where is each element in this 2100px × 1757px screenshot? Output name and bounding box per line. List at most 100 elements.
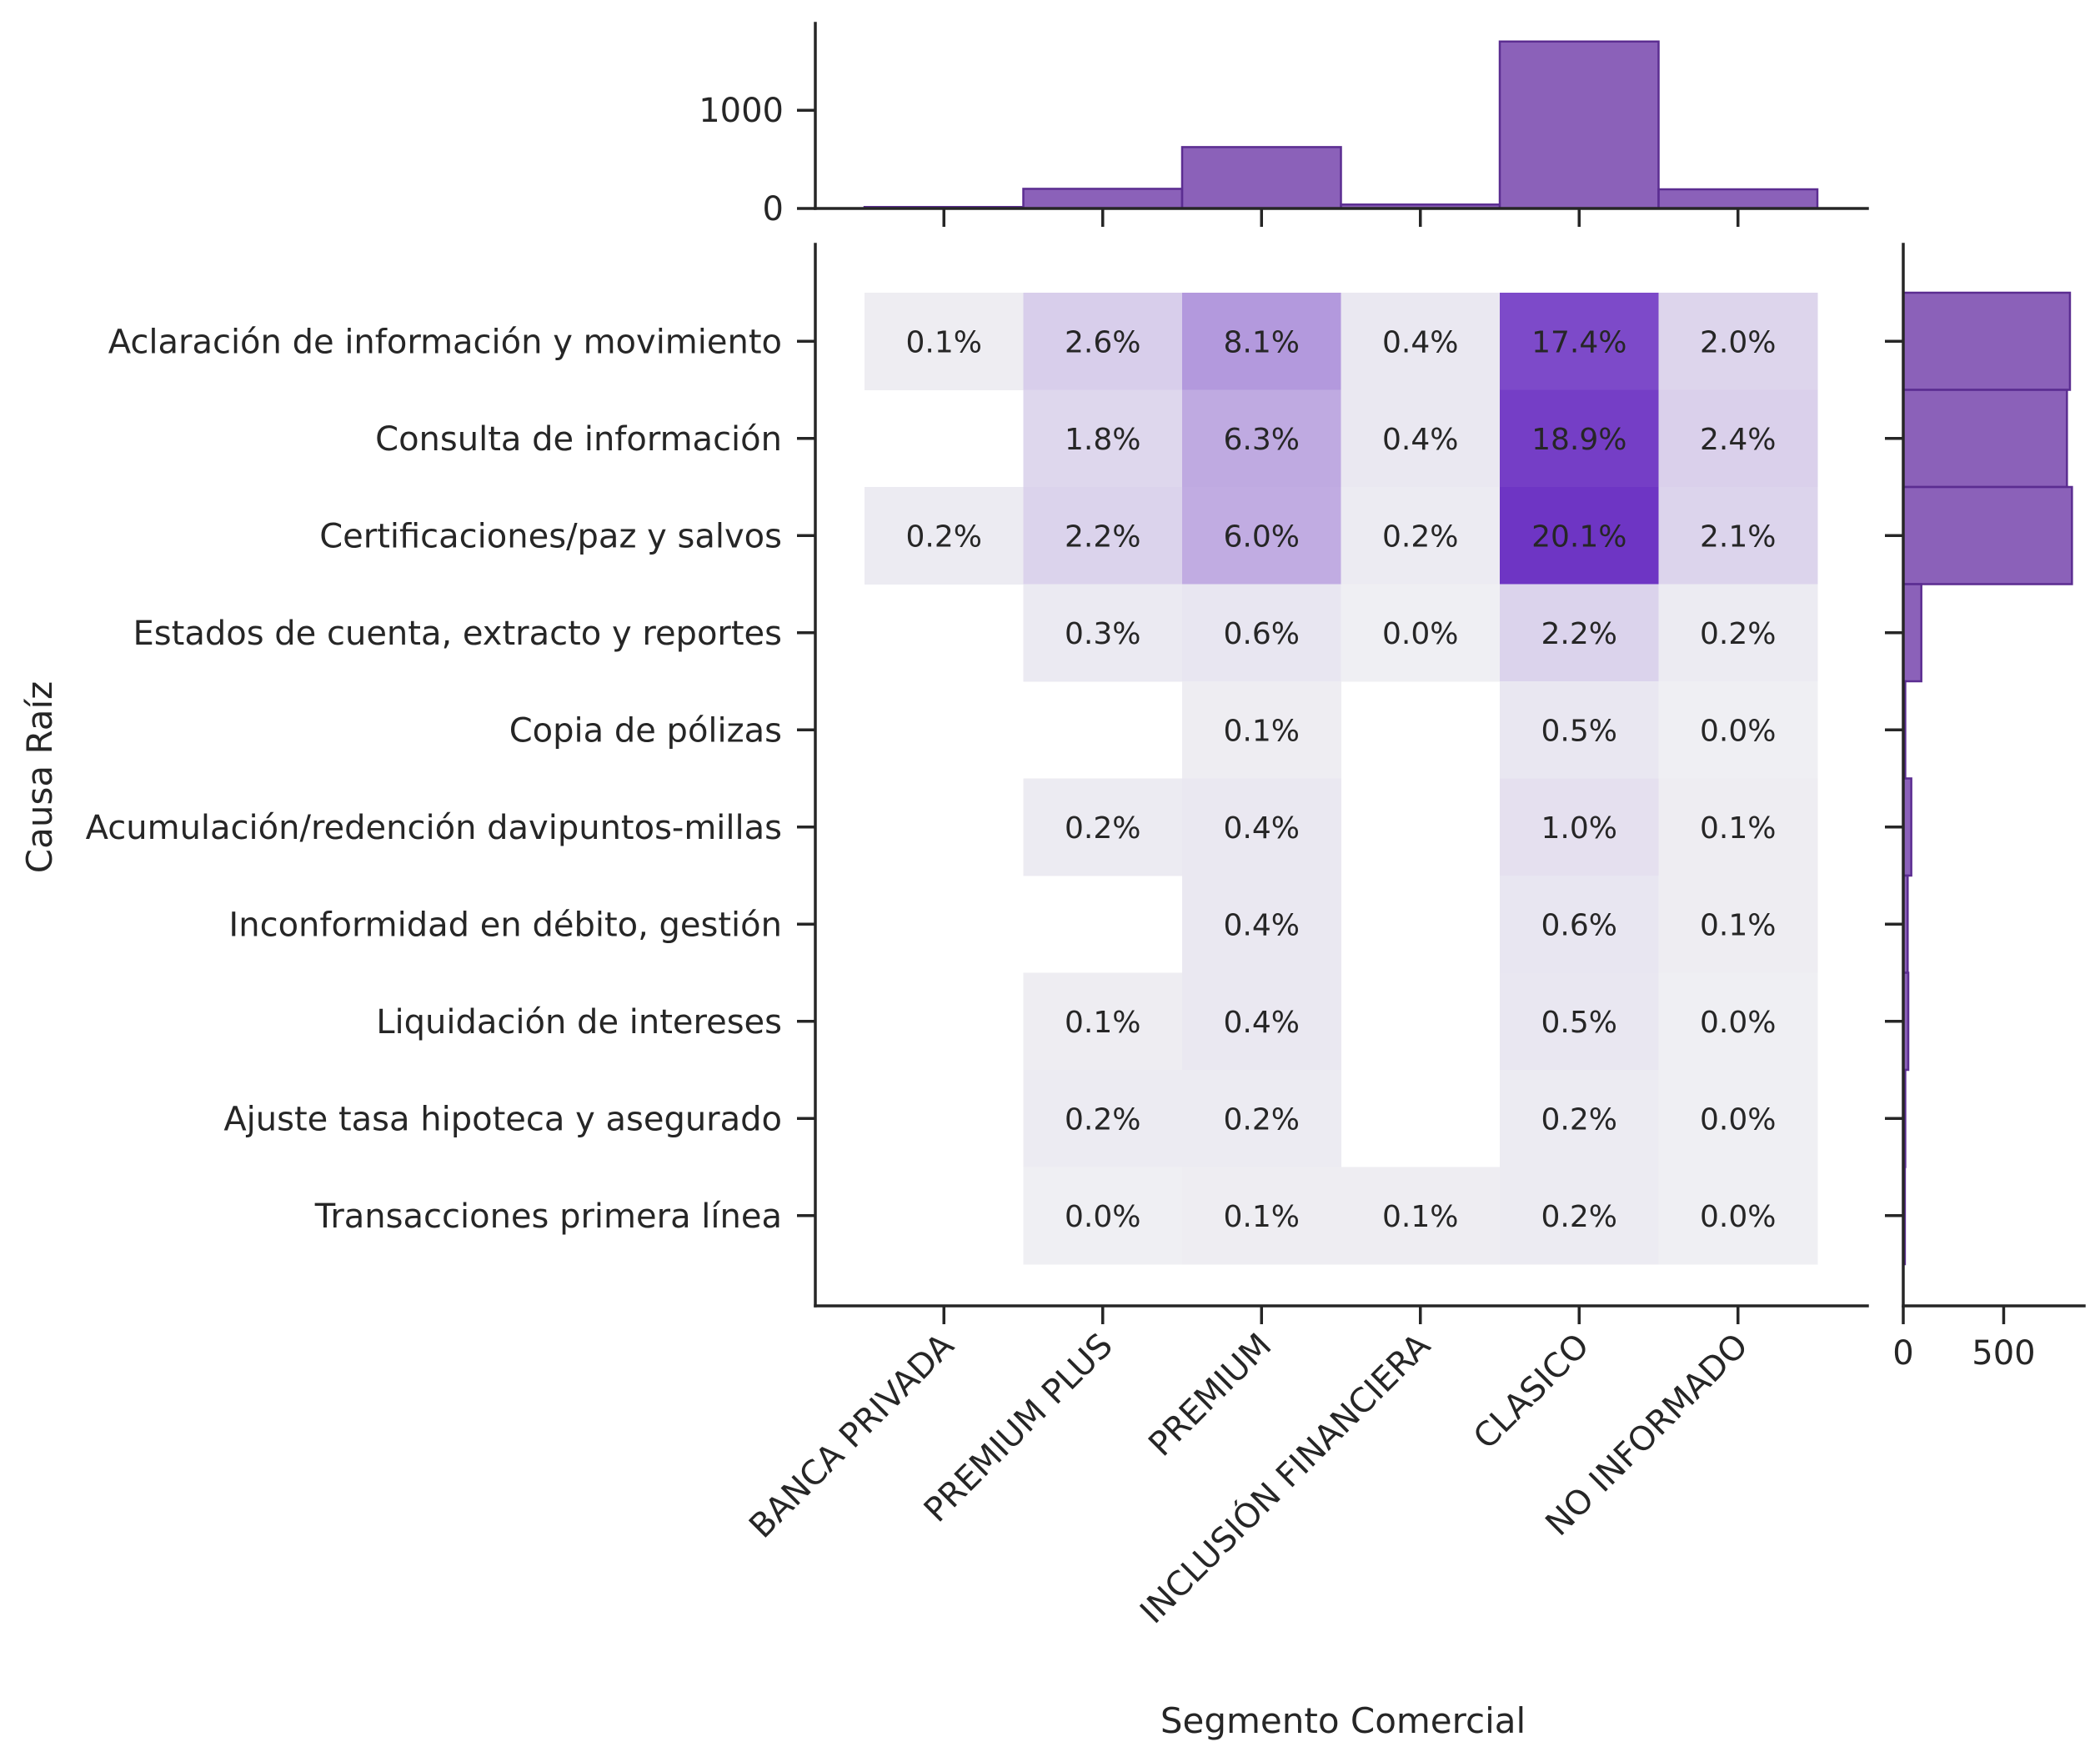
heatmap-cell-certificaciones-paz-y-salvos-premium: [1182, 487, 1341, 585]
heatmap-cell-acumulacion-redencion-davipuntos-millas-premium: [1182, 778, 1341, 876]
top-marginal-histogram: [863, 40, 1819, 210]
y-tick-label-copia-de-polizas: Copia de pólizas: [509, 711, 782, 750]
right-hist-bar-certificaciones-paz-y-salvos: [1902, 485, 2073, 585]
heatmap-cell-estados-de-cuenta-extracto-y-reportes-premium-plus: [1023, 584, 1183, 682]
heatmap-cell-aclaracion-de-informacion-y-movimiento-no-informado: [1658, 293, 1818, 390]
heatmap-cell-transacciones-primera-linea-premium: [1182, 1167, 1341, 1265]
cell-value-label: 0.1%: [1700, 908, 1776, 942]
heatmap-cell-inconformidad-en-debito-gestion-clasico: [1500, 876, 1659, 973]
cell-value-label: 0.0%: [1700, 1200, 1776, 1234]
heatmap-cell-copia-de-polizas-premium: [1182, 681, 1341, 779]
cell-value-label: 2.6%: [1065, 325, 1140, 359]
heatmap-cell-consulta-de-informacion-premium-plus: [1023, 389, 1183, 488]
top-y-tick-label: 1000: [699, 92, 784, 130]
heatmap-cell-aclaracion-de-informacion-y-movimiento-premium: [1182, 293, 1341, 390]
heatmap-cells: 0.1% 2.6% 8.1% 0.4% 17.4% 2.0% 1.8% 6.3% 0.4% 18.…: [865, 293, 1818, 1265]
cell-value-label: 0.0%: [1700, 714, 1776, 748]
x-tick-label-clasico: CLASICO: [1466, 1327, 1596, 1457]
cell-value-label: 0.1%: [1224, 1200, 1300, 1234]
top-y-tick-label: 0: [763, 190, 784, 228]
cell-value-label: 8.1%: [1224, 325, 1300, 359]
y-tick-label-aclaracion-de-informacion-y-movimiento: Aclaración de información y movimiento: [108, 323, 782, 361]
cell-value-label: 0.6%: [1541, 908, 1617, 942]
cell-value-label: 2.2%: [1065, 520, 1140, 554]
cell-value-label: 0.4%: [1224, 811, 1300, 846]
heatmap-cell-acumulacion-redencion-davipuntos-millas-no-informado: [1658, 778, 1818, 876]
heatmap-cell-consulta-de-informacion-no-informado: [1658, 389, 1818, 488]
cell-value-label: 0.1%: [906, 325, 982, 359]
cell-value-label: 0.4%: [1224, 1006, 1300, 1040]
cell-value-label: 0.3%: [1065, 617, 1140, 651]
heatmap-cell-certificaciones-paz-y-salvos-banca-privada: [865, 487, 1024, 585]
cell-value-label: 2.1%: [1700, 520, 1776, 554]
cell-value-label: 0.0%: [1382, 617, 1458, 651]
heatmap-cell-certificaciones-paz-y-salvos-inclusion-financiera: [1341, 487, 1501, 585]
heatmap-cell-transacciones-primera-linea-no-informado: [1658, 1167, 1818, 1265]
right-marginal-histogram: [1902, 291, 2073, 1266]
cell-value-label: 0.2%: [906, 520, 982, 554]
heatmap-cell-acumulacion-redencion-davipuntos-millas-premium-plus: [1023, 778, 1183, 876]
y-tick-label-estados-de-cuenta-extracto-y-reportes: Estados de cuenta, extracto y reportes: [133, 615, 782, 653]
y-axis-label: Causa Raíz: [19, 681, 60, 873]
heatmap-cell-transacciones-primera-linea-clasico: [1500, 1167, 1659, 1265]
top-hist-bar-no-informado: [1657, 188, 1819, 210]
cell-value-label: 0.2%: [1700, 617, 1776, 651]
cell-value-label: 17.4%: [1531, 325, 1626, 359]
cell-value-label: 0.0%: [1065, 1200, 1140, 1234]
heatmap-cell-consulta-de-informacion-clasico: [1500, 389, 1659, 488]
cell-value-label: 0.2%: [1541, 1102, 1617, 1137]
y-tick-label-liquidacion-de-intereses: Liquidación de intereses: [376, 1003, 782, 1042]
heatmap-cell-estados-de-cuenta-extracto-y-reportes-no-informado: [1658, 584, 1818, 682]
heatmap-cell-inconformidad-en-debito-gestion-premium: [1182, 876, 1341, 973]
heatmap-cell-aclaracion-de-informacion-y-movimiento-inclusion-financiera: [1341, 293, 1501, 390]
cell-value-label: 0.1%: [1382, 1200, 1458, 1234]
y-tick-label-inconformidad-en-debito-gestion: Inconformidad en débito, gestión: [228, 906, 782, 944]
cell-value-label: 0.1%: [1224, 714, 1300, 748]
cell-value-label: 18.9%: [1531, 423, 1626, 457]
right-hist-bar-aclaracion-de-informacion-y-movimiento: [1902, 291, 2072, 391]
y-tick-label-ajuste-tasa-hipoteca-y-asegurado: Ajuste tasa hipoteca y asegurado: [223, 1100, 782, 1138]
cell-value-label: 0.2%: [1382, 520, 1458, 554]
right-hist-bar-estados-de-cuenta-extracto-y-reportes: [1902, 583, 1922, 683]
cell-value-label: 0.4%: [1382, 325, 1458, 359]
cell-value-label: 0.2%: [1065, 1102, 1140, 1137]
top-hist-bar-premium-plus: [1022, 188, 1184, 210]
heatmap-cell-aclaracion-de-informacion-y-movimiento-clasico: [1500, 293, 1659, 390]
cell-value-label: 0.1%: [1700, 811, 1776, 846]
cell-value-label: 0.6%: [1224, 617, 1300, 651]
cell-value-label: 1.8%: [1065, 423, 1140, 457]
heatmap-cell-estados-de-cuenta-extracto-y-reportes-inclusion-financiera: [1341, 584, 1501, 682]
heatmap-cell-liquidacion-de-intereses-premium: [1182, 972, 1341, 1071]
heatmap-cell-ajuste-tasa-hipoteca-y-asegurado-premium-plus: [1023, 1070, 1183, 1167]
heatmap-cell-copia-de-polizas-clasico: [1500, 681, 1659, 779]
y-tick-label-transacciones-primera-linea: Transacciones primera línea: [314, 1197, 782, 1236]
cell-value-label: 0.0%: [1700, 1006, 1776, 1040]
heatmap-cell-liquidacion-de-intereses-clasico: [1500, 972, 1659, 1071]
right-x-tick-label: 0: [1892, 1334, 1913, 1373]
cell-value-label: 0.4%: [1382, 423, 1458, 457]
cell-value-label: 6.3%: [1224, 423, 1300, 457]
x-tick-label-premium: PREMIUM: [1141, 1327, 1279, 1464]
cell-value-label: 0.5%: [1541, 1006, 1617, 1040]
cell-value-label: 0.1%: [1065, 1006, 1140, 1040]
cell-value-label: 2.0%: [1700, 325, 1776, 359]
cell-value-label: 1.0%: [1541, 811, 1617, 846]
heatmap-cell-inconformidad-en-debito-gestion-no-informado: [1658, 876, 1818, 973]
cell-value-label: 20.1%: [1531, 520, 1626, 554]
heatmap-cell-certificaciones-paz-y-salvos-no-informado: [1658, 487, 1818, 585]
x-tick-label-inclusion-financiera: INCLUSIÓN FINANCIERA: [1132, 1325, 1438, 1631]
cell-value-label: 6.0%: [1224, 520, 1300, 554]
heatmap-cell-estados-de-cuenta-extracto-y-reportes-premium: [1182, 584, 1341, 682]
x-axis-label: Segmento Comercial: [1160, 1700, 1526, 1741]
cell-value-label: 0.4%: [1224, 908, 1300, 942]
right-hist-bar-consulta-de-informacion: [1902, 389, 2068, 489]
cell-value-label: 0.2%: [1224, 1102, 1300, 1137]
heatmap-cell-estados-de-cuenta-extracto-y-reportes-clasico: [1500, 584, 1659, 682]
right-x-tick-label: 500: [1972, 1334, 2035, 1373]
heatmap-cell-liquidacion-de-intereses-premium-plus: [1023, 972, 1183, 1071]
cell-value-label: 2.2%: [1541, 617, 1617, 651]
y-tick-label-certificaciones-paz-y-salvos: Certificaciones/paz y salvos: [319, 517, 782, 555]
y-tick-label-consulta-de-informacion: Consulta de información: [375, 420, 782, 459]
cell-value-label: 0.0%: [1700, 1102, 1776, 1137]
